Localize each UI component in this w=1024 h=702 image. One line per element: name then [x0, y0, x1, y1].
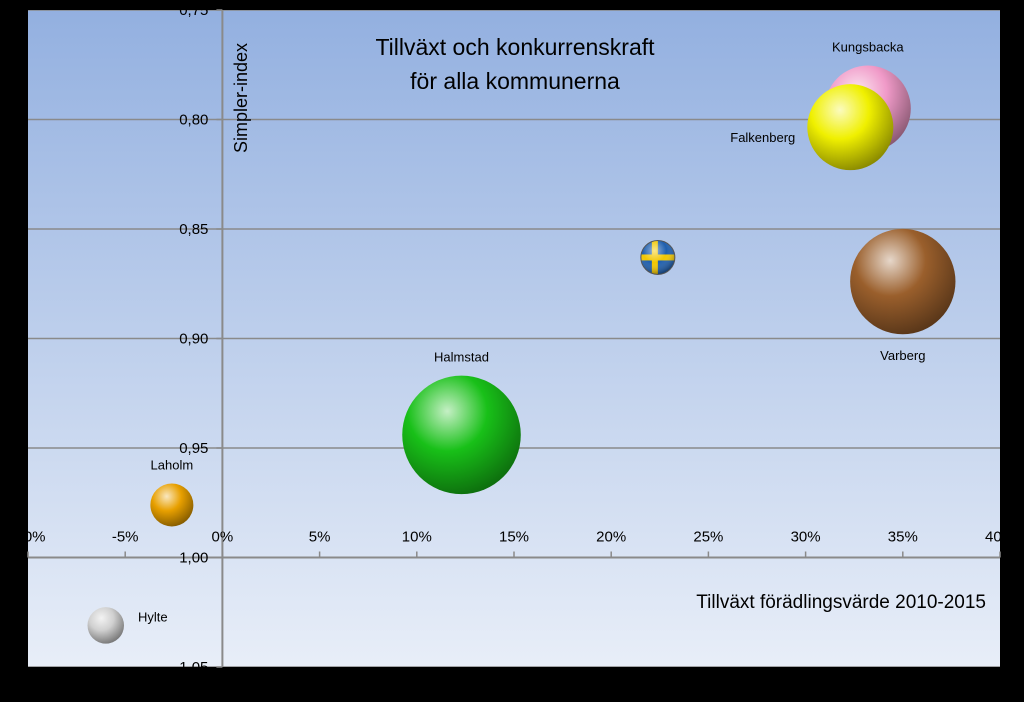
x-tick-label: 20% [596, 529, 626, 546]
x-tick-label: -10% [10, 529, 45, 546]
y-tick-label: 1,05 [179, 659, 208, 676]
bubble-label: Varberg [880, 348, 925, 363]
x-tick-label: 15% [499, 529, 529, 546]
y-tick-label: 0,80 [179, 112, 208, 129]
x-tick-label: 0% [212, 529, 234, 546]
x-tick-label: 10% [402, 529, 432, 546]
bubble-label: Halmstad [434, 350, 489, 365]
y-tick-label: 0,95 [179, 440, 208, 457]
x-tick-label: 35% [888, 529, 918, 546]
bubble-hylte [87, 607, 125, 644]
y-tick-label: 0,75 [179, 2, 208, 19]
bubble-falkenberg [807, 84, 894, 171]
y-tick-label: 0,85 [179, 221, 208, 238]
y-tick-label: 1,00 [179, 550, 208, 567]
bubble-varberg [850, 228, 956, 335]
x-axis-label: Tillväxt förädlingsvärde 2010-2015 [696, 592, 986, 613]
bubble-label: Hylte [138, 609, 168, 624]
bubble-label: Falkenberg [730, 130, 795, 145]
chart-title-line-1: Tillväxt och konkurrenskraft [375, 34, 655, 60]
bubble-label: Laholm [151, 457, 194, 472]
y-axis-label: Simpler-index [231, 43, 251, 153]
x-tick-label: 5% [309, 529, 331, 546]
bubble-label: Kungsbacka [832, 40, 904, 55]
sweden-flag-icon [640, 239, 676, 275]
x-tick-label: 30% [791, 529, 821, 546]
bubble-halmstad [402, 375, 521, 495]
chart-title-line-2: för alla kommunerna [410, 68, 620, 94]
x-tick-label: 25% [693, 529, 723, 546]
bubble-laholm [150, 483, 194, 527]
x-tick-label: -5% [112, 529, 139, 546]
x-tick-label: 40% [985, 529, 1015, 546]
y-tick-label: 0,90 [179, 331, 208, 348]
